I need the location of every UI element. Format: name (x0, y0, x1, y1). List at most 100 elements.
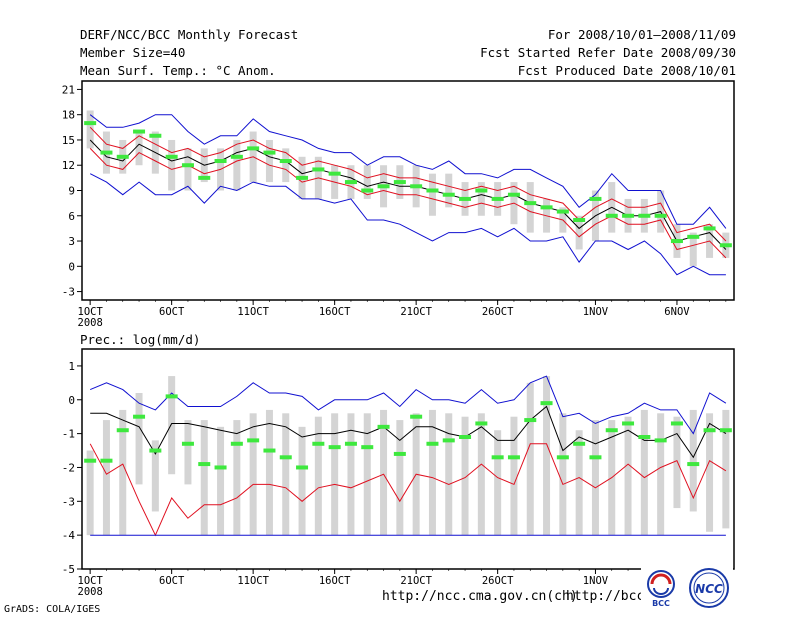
median-marker (524, 418, 537, 423)
x-tick-year-label: 2008 (78, 317, 103, 329)
ensemble-box (86, 110, 94, 149)
ensemble-box (575, 430, 583, 536)
median-marker (247, 438, 260, 443)
x-tick-label: 26OCT (482, 575, 514, 587)
y-tick-label: 9 (68, 185, 75, 198)
median-marker (149, 448, 162, 453)
median-marker (491, 196, 504, 201)
y-tick-label: 6 (68, 210, 75, 223)
ensemble-box (249, 413, 257, 536)
median-marker (459, 435, 472, 439)
median-marker (589, 455, 602, 460)
median-marker (638, 213, 651, 218)
y-tick-label: 0 (68, 394, 75, 407)
median-marker (556, 455, 569, 460)
forecast-period-label: For 2008/10/01—2008/11/09 (547, 27, 736, 42)
x-tick-label: 16OCT (319, 306, 351, 318)
median-marker (573, 217, 586, 222)
x-tick-label: 6NOV (664, 306, 690, 318)
ensemble-box (657, 413, 665, 536)
y-tick-label: 3 (68, 235, 75, 248)
x-tick-label: 6OCT (159, 306, 185, 318)
median-marker (312, 441, 325, 446)
x-tick-label: 1NOV (583, 575, 609, 587)
median-marker (263, 448, 276, 453)
y-tick-label: -4 (62, 529, 76, 542)
median-marker (361, 445, 374, 450)
y-tick-label: 18 (62, 109, 75, 122)
median-marker (296, 465, 309, 470)
ensemble-box (200, 420, 208, 536)
median-marker (344, 441, 357, 446)
median-marker (670, 421, 683, 426)
series-line-mean (90, 405, 727, 459)
median-marker (100, 150, 113, 155)
ensemble-box (331, 413, 339, 536)
median-marker (507, 192, 520, 197)
median-marker (719, 428, 732, 433)
x-tick-label: 1NOV (583, 306, 609, 318)
median-marker (393, 451, 406, 456)
median-marker (344, 180, 357, 185)
ensemble-box (445, 413, 453, 536)
y-tick-label: 1 (68, 360, 75, 373)
ensemble-box (510, 416, 518, 536)
x-tick-label: 21OCT (400, 306, 432, 318)
ensemble-box (217, 426, 225, 536)
series-line-lower-inner (89, 443, 727, 537)
ncc-url-link[interactable]: http://ncc.cma.gov.cn(ch) (382, 589, 578, 604)
median-marker (507, 455, 520, 460)
ensemble-box (559, 413, 567, 536)
y-tick-label: -3 (62, 495, 75, 508)
x-tick-label: 11OCT (237, 575, 269, 587)
x-tick-label: 16OCT (319, 575, 351, 587)
ensemble-box (477, 182, 485, 216)
median-marker (181, 441, 194, 446)
ensemble-box (363, 165, 371, 199)
median-marker (638, 435, 651, 439)
ensemble-box (428, 173, 436, 216)
median-marker (149, 133, 162, 138)
bcc-url-link[interactable]: http://bcc.c (566, 589, 660, 604)
ensemble-box (168, 376, 176, 475)
ensemble-box (119, 409, 127, 536)
median-marker (524, 201, 537, 206)
median-marker (459, 196, 472, 201)
series-line-lower-outer (89, 173, 726, 276)
bcc-logo-text: BCC (652, 599, 670, 608)
median-marker (165, 394, 178, 399)
median-marker (605, 428, 618, 433)
median-marker (230, 154, 243, 159)
median-marker (442, 438, 455, 443)
median-marker (116, 428, 129, 433)
ensemble-box (624, 416, 632, 536)
x-tick-year-label: 2008 (78, 586, 103, 598)
ensemble-box (233, 420, 241, 536)
median-marker (556, 209, 569, 214)
series-line-upper-inner (89, 126, 727, 242)
median-marker (296, 175, 309, 180)
y-tick-label: -5 (62, 563, 75, 576)
median-marker (165, 154, 178, 159)
median-marker (279, 159, 292, 164)
median-marker (279, 455, 292, 460)
ensemble-box (298, 426, 306, 536)
median-marker (654, 438, 667, 443)
chart-title: DERF/NCC/BCC Monthly Forecast (80, 27, 299, 42)
median-marker (84, 458, 97, 463)
median-marker (410, 414, 423, 419)
median-marker (377, 424, 390, 429)
ensemble-box (706, 413, 714, 532)
median-marker (540, 205, 553, 210)
median-marker (328, 171, 341, 176)
ensemble-box (233, 139, 241, 191)
ensemble-box (265, 139, 273, 183)
ensemble-box (591, 420, 599, 536)
ensemble-box (282, 148, 290, 183)
median-marker (622, 421, 635, 426)
y-tick-label: 21 (62, 83, 75, 96)
ensemble-box (526, 182, 534, 233)
ensemble-box (314, 416, 322, 536)
ensemble-box (526, 382, 534, 536)
